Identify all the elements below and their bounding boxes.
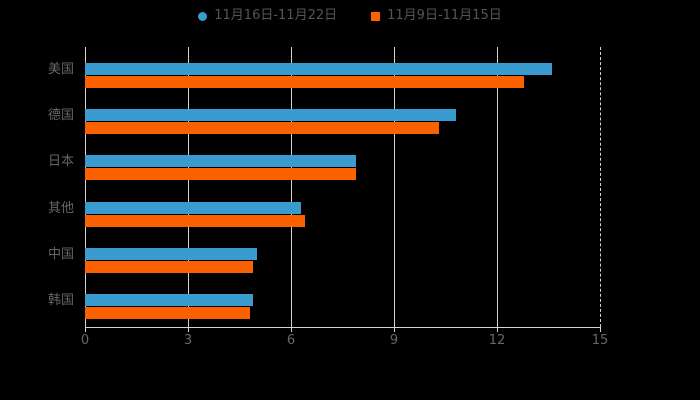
x-axis-label-2: 6 [286, 333, 296, 348]
x-tick-mark-12 [497, 327, 498, 332]
y-axis-label-1: 德国 [47, 108, 74, 123]
bar-group-2 [85, 155, 600, 181]
bar-series-a-3[interactable] [85, 202, 302, 214]
square-marker-icon [371, 11, 381, 21]
x-axis-line [85, 327, 601, 328]
y-axis-label-5: 韩国 [47, 293, 74, 308]
bar-group-0 [85, 63, 600, 89]
y-axis-line [85, 47, 86, 327]
bar-group-1 [85, 109, 600, 135]
bar-series-b-1[interactable] [85, 122, 439, 134]
gridline-9 [394, 47, 395, 327]
bar-group-4 [85, 248, 600, 274]
gridline-6 [291, 47, 292, 327]
bar-series-a-5[interactable] [85, 294, 254, 306]
legend-item-series-a[interactable]: 11月16日-11月22日 [198, 9, 337, 23]
bar-series-a-0[interactable] [85, 63, 552, 75]
x-tick-mark-15 [600, 327, 601, 332]
bar-series-b-3[interactable] [85, 215, 305, 227]
y-axis-label-4: 中国 [47, 247, 74, 262]
x-tick-mark-9 [394, 327, 395, 332]
y-axis-label-0: 美国 [47, 62, 74, 77]
x-axis-label-3: 9 [389, 333, 399, 348]
plot-area [85, 47, 601, 327]
chart-legend: 11月16日-11月22日 11月9日-11月15日 [0, 4, 700, 28]
bar-series-b-5[interactable] [85, 307, 250, 319]
legend-label-series-b: 11月9日-11月15日 [387, 8, 502, 23]
x-axis-label-1: 3 [183, 333, 193, 348]
legend-item-series-b[interactable]: 11月9日-11月15日 [371, 9, 502, 23]
x-axis-labels: 0 3 6 9 12 15 [81, 333, 608, 353]
x-tick-mark-0 [85, 327, 86, 332]
x-axis-label-0: 0 [80, 333, 90, 348]
bar-series-b-2[interactable] [85, 168, 357, 180]
gridline-3 [188, 47, 189, 327]
bar-series-b-4[interactable] [85, 261, 254, 273]
gridline-15 [600, 47, 601, 327]
legend-label-series-a: 11月16日-11月22日 [214, 8, 338, 23]
y-axis-labels: 美国 德国 日本 其他 中国 韩国 [0, 47, 74, 327]
gridline-12 [497, 47, 498, 327]
bar-series-a-4[interactable] [85, 248, 257, 260]
x-axis-label-5: 15 [591, 333, 609, 348]
x-axis-label-4: 12 [488, 333, 506, 348]
circle-marker-icon [198, 11, 208, 21]
x-tick-mark-6 [291, 327, 292, 332]
y-axis-label-3: 其他 [47, 201, 74, 216]
bar-series-a-1[interactable] [85, 109, 456, 121]
bar-group-3 [85, 202, 600, 228]
y-axis-label-2: 日本 [47, 154, 74, 169]
x-tick-mark-3 [188, 327, 189, 332]
bar-series-b-0[interactable] [85, 76, 525, 88]
bar-group-5 [85, 294, 600, 320]
bar-series-a-2[interactable] [85, 155, 357, 167]
